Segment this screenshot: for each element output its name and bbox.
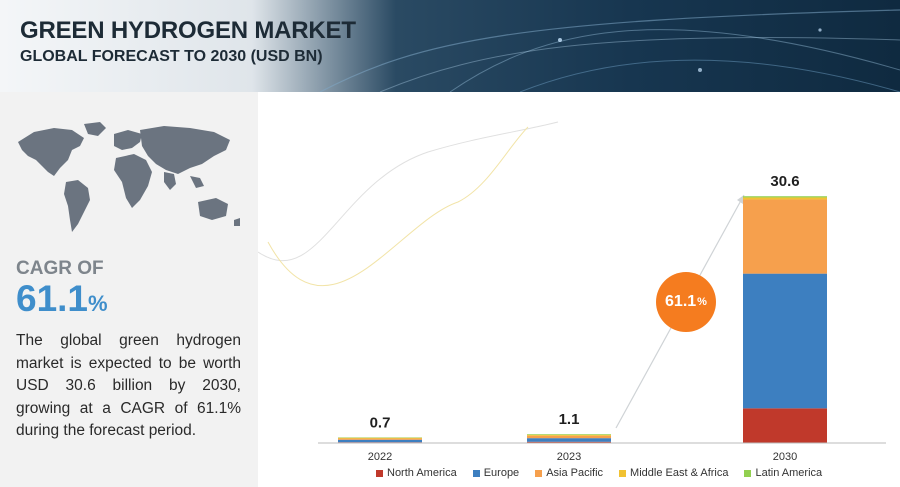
total-label-2022: 0.7 xyxy=(370,414,391,431)
legend-swatch xyxy=(376,469,383,477)
summary-panel: CAGR OF 61.1% The global green hydrogen … xyxy=(0,92,258,487)
legend-label: Europe xyxy=(483,467,520,479)
bar-2022-europe xyxy=(338,439,422,443)
bar-2023-europe xyxy=(527,438,611,442)
legend-label: North America xyxy=(387,467,457,479)
legend-item-middle-east-africa: Middle East & Africa xyxy=(619,467,728,479)
x-tick-label-2023: 2023 xyxy=(557,451,581,463)
legend-label: Latin America xyxy=(755,467,823,479)
legend-item-europe: Europe xyxy=(472,467,520,479)
chart-canvas: 0.7 2022 1.1 2023 30.6 2030 xyxy=(258,121,886,463)
bubble-unit: % xyxy=(697,296,707,308)
stacked-bar-chart: 0.7 2022 1.1 2023 30.6 2030 61.1% North Ameri… xyxy=(258,92,900,487)
bar-2030-north-america xyxy=(743,408,827,443)
legend-swatch xyxy=(619,469,627,477)
cagr-number: 61.1 xyxy=(16,278,89,319)
bar-2023-asia-pacific xyxy=(527,435,611,439)
cagr-bubble: 61.1% xyxy=(656,272,716,332)
bar-2030-europe xyxy=(743,273,827,409)
bar-2023-middle-east-africa xyxy=(527,434,611,436)
decorative-swoosh-grey xyxy=(258,121,559,261)
decorative-swoosh-yellow xyxy=(267,126,529,286)
bar-2023-north-america xyxy=(527,441,611,443)
bar-2022-middle-east-africa xyxy=(338,437,422,439)
cagr-unit: % xyxy=(88,291,108,316)
header-decoration xyxy=(319,9,900,92)
bar-2030-asia-pacific xyxy=(743,199,827,274)
legend-label: Middle East & Africa xyxy=(630,467,729,479)
total-label-2023: 1.1 xyxy=(559,411,580,428)
bar-2023-latin-america xyxy=(527,434,611,435)
legend-swatch xyxy=(535,469,543,477)
legend-item-asia-pacific: Asia Pacific xyxy=(535,467,603,479)
x-tick-label-2022: 2022 xyxy=(368,451,392,463)
bar-2030-latin-america xyxy=(743,196,827,198)
world-map-icon xyxy=(18,122,240,232)
legend-swatch xyxy=(472,469,480,477)
market-description: The global green hydrogen market is expe… xyxy=(16,332,241,439)
bar-2022-asia-pacific xyxy=(338,438,422,440)
legend-swatch xyxy=(744,469,752,477)
cagr-value: 61.1% xyxy=(16,278,108,320)
chart-legend: North America Europe Asia Pacific Middle Ea… xyxy=(376,467,822,479)
page-title: GREEN HYDROGEN MARKET xyxy=(20,17,356,44)
bar-2030-middle-east-africa xyxy=(743,197,827,200)
growth-arrow-head xyxy=(737,195,744,204)
total-label-2030: 30.6 xyxy=(770,173,799,190)
header-banner: GREEN HYDROGEN MARKET GLOBAL FORECAST TO… xyxy=(0,0,900,92)
x-tick-label-2030: 2030 xyxy=(773,451,797,463)
cagr-label: CAGR OF xyxy=(16,258,104,279)
page-subtitle: GLOBAL FORECAST TO 2030 (USD BN) xyxy=(20,48,323,65)
legend-item-latin-america: Latin America xyxy=(744,467,822,479)
legend-label: Asia Pacific xyxy=(546,467,604,479)
legend-item-north-america: North America xyxy=(376,467,457,479)
bubble-value: 61.1 xyxy=(665,293,697,310)
